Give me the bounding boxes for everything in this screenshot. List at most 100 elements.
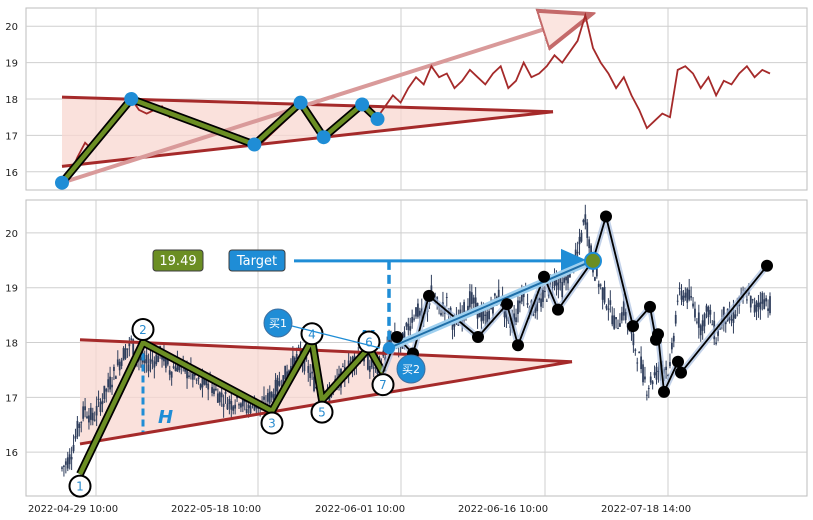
candle-body — [763, 299, 766, 309]
candle-body — [467, 305, 469, 313]
candle-body — [341, 366, 344, 368]
candle-body — [536, 297, 539, 312]
candle-body — [417, 303, 419, 317]
candle-body — [103, 385, 106, 400]
candle-body — [86, 416, 88, 419]
candle-body — [234, 404, 237, 409]
candle-body — [595, 267, 598, 277]
candle-body — [266, 393, 269, 402]
candle-body — [220, 392, 223, 398]
top-ytick-17: 17 — [5, 131, 18, 142]
candle-body — [368, 365, 371, 372]
candle-body — [201, 376, 204, 388]
candle-body — [78, 423, 81, 428]
candle-body — [276, 377, 279, 392]
bottom-triangle-upper-edge — [79, 338, 573, 364]
post-breakout-point-6 — [538, 270, 550, 283]
candle-body — [151, 360, 154, 362]
candle-body — [166, 358, 169, 365]
pivot-5: 5 — [310, 400, 334, 424]
candle-body — [711, 324, 714, 326]
candle-body — [515, 317, 517, 323]
candle-body — [545, 300, 548, 302]
candle-body — [619, 323, 621, 327]
candle-body — [594, 277, 596, 281]
candle-body — [697, 312, 700, 328]
candle-body — [567, 269, 569, 284]
candle-body — [176, 360, 179, 372]
candle-body — [255, 406, 258, 409]
top-price-panel: 16 17 18 19 20 — [5, 7, 808, 191]
post-breakout-point-3 — [472, 331, 484, 344]
breakout-arrow — [388, 260, 591, 349]
candle-body — [653, 372, 656, 376]
pivot-label-2: 2 — [139, 323, 147, 337]
candle-body — [580, 232, 583, 242]
candle-body — [415, 307, 417, 317]
candle-body — [130, 338, 133, 340]
candle-body — [249, 405, 252, 414]
post-breakout-point-2 — [423, 289, 435, 302]
candle-body — [66, 457, 69, 469]
top-pattern-point-1 — [55, 175, 69, 190]
candle-body — [555, 278, 558, 286]
candle-body — [670, 342, 673, 350]
candle-body — [611, 315, 614, 325]
candle-body — [157, 355, 160, 362]
bottom-y-axis: 16 17 18 19 20 — [5, 229, 18, 459]
candle-body — [699, 325, 702, 336]
candle-body — [651, 381, 654, 385]
candle-body — [732, 310, 735, 323]
candle-body — [367, 352, 369, 370]
breakout-point — [383, 342, 395, 354]
post-breakout-point-13 — [652, 328, 664, 341]
candle-body — [544, 290, 546, 293]
candle-body — [605, 305, 608, 309]
candle-body — [746, 299, 748, 301]
candle-body — [109, 376, 111, 390]
post-breakout-point-9 — [600, 210, 612, 223]
candle-body — [105, 388, 108, 392]
candle-body — [139, 357, 142, 361]
candle-body — [309, 372, 312, 378]
candle-body — [72, 444, 75, 452]
candle-body — [445, 297, 448, 299]
bottom-xtick-1: 2022-05-18 10:00 — [171, 504, 261, 515]
candle-body — [418, 310, 421, 316]
candle-body — [640, 356, 642, 370]
target-label-badge: Target — [228, 249, 286, 272]
candle-body — [230, 400, 233, 410]
candle-body — [655, 366, 658, 380]
candle-body — [688, 289, 691, 300]
candle-body — [93, 419, 96, 421]
candle-body — [232, 406, 235, 411]
candle-body — [769, 296, 771, 314]
candle-body — [695, 321, 698, 323]
candle-body — [486, 311, 489, 325]
candle-body — [601, 287, 604, 300]
candle-body — [411, 317, 414, 323]
candle-body — [620, 312, 623, 321]
candle-body — [245, 408, 248, 414]
candle-body — [313, 376, 315, 392]
candle-body — [113, 366, 115, 371]
candle-body — [694, 308, 696, 318]
pivot-circle-5 — [310, 400, 334, 424]
pivot-label-6: 6 — [365, 336, 373, 350]
candle-body — [755, 301, 758, 312]
candle-body — [561, 282, 564, 297]
pivot-circle-1 — [68, 474, 92, 498]
candle-body — [147, 364, 150, 372]
pivot-label-1: 1 — [76, 480, 84, 494]
candle-body — [734, 314, 737, 319]
candle-body — [195, 379, 198, 381]
height-label: H — [158, 407, 173, 428]
pivot-3: 3 — [260, 411, 284, 435]
candle-body — [474, 297, 477, 309]
candle-body — [216, 393, 219, 403]
candle-body — [617, 328, 619, 330]
candle-body — [168, 370, 171, 375]
candle-body — [118, 361, 121, 371]
candle-body — [186, 366, 188, 379]
